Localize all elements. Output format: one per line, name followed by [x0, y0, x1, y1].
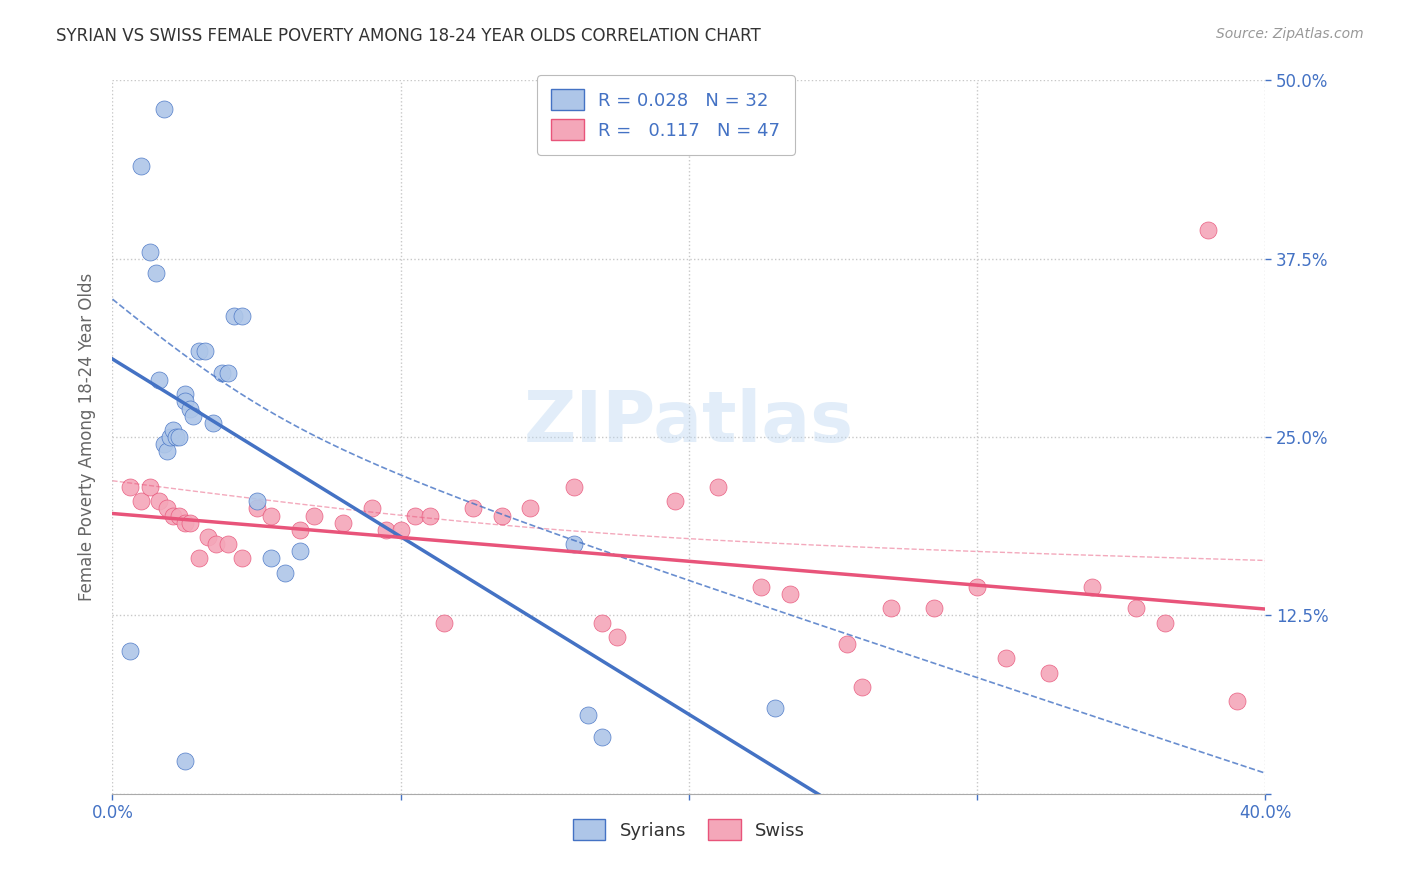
Point	[194, 344, 217, 359]
Point	[360, 501, 382, 516]
Point	[592, 615, 614, 630]
Point	[562, 480, 585, 494]
Point	[288, 544, 311, 558]
Point	[205, 537, 228, 551]
Point	[1197, 223, 1219, 237]
Point	[576, 708, 599, 723]
Point	[880, 601, 903, 615]
Point	[837, 637, 859, 651]
Point	[231, 309, 253, 323]
Point	[197, 530, 219, 544]
Point	[217, 537, 239, 551]
Point	[181, 409, 204, 423]
Point	[231, 551, 253, 566]
Point	[188, 344, 211, 359]
Point	[260, 551, 283, 566]
Point	[375, 523, 398, 537]
Point	[179, 516, 201, 530]
Point	[779, 587, 801, 601]
Point	[222, 309, 245, 323]
Point	[173, 387, 195, 401]
Point	[139, 480, 162, 494]
Point	[995, 651, 1018, 665]
Point	[173, 516, 195, 530]
Point	[1226, 694, 1249, 708]
Point	[129, 494, 153, 508]
Point	[148, 494, 170, 508]
Point	[148, 373, 170, 387]
Point	[606, 630, 628, 644]
Point	[153, 437, 176, 451]
Point	[153, 102, 176, 116]
Point	[851, 680, 873, 694]
Point	[749, 580, 772, 594]
Point	[592, 730, 614, 744]
Point	[211, 366, 233, 380]
Point	[188, 551, 211, 566]
Point	[217, 366, 239, 380]
Point	[118, 644, 141, 658]
Point	[162, 508, 184, 523]
Point	[922, 601, 945, 615]
Point	[304, 508, 326, 523]
Text: ZIPatlas: ZIPatlas	[524, 388, 853, 458]
Point	[139, 244, 162, 259]
Point	[404, 508, 426, 523]
Point	[274, 566, 297, 580]
Point	[562, 537, 585, 551]
Point	[202, 416, 225, 430]
Point	[159, 430, 181, 444]
Point	[707, 480, 730, 494]
Point	[389, 523, 412, 537]
Text: SYRIAN VS SWISS FEMALE POVERTY AMONG 18-24 YEAR OLDS CORRELATION CHART: SYRIAN VS SWISS FEMALE POVERTY AMONG 18-…	[56, 27, 761, 45]
Point	[173, 394, 195, 409]
Point	[165, 430, 187, 444]
Point	[966, 580, 988, 594]
Point	[246, 494, 269, 508]
Point	[173, 754, 195, 768]
Text: Source: ZipAtlas.com: Source: ZipAtlas.com	[1216, 27, 1364, 41]
Point	[162, 423, 184, 437]
Point	[145, 266, 167, 280]
Point	[288, 523, 311, 537]
Legend: Syrians, Swiss: Syrians, Swiss	[564, 810, 814, 849]
Point	[1125, 601, 1147, 615]
Point	[664, 494, 686, 508]
Point	[167, 508, 190, 523]
Point	[419, 508, 441, 523]
Point	[118, 480, 141, 494]
Point	[765, 701, 787, 715]
Point	[246, 501, 269, 516]
Point	[491, 508, 513, 523]
Point	[156, 501, 179, 516]
Y-axis label: Female Poverty Among 18-24 Year Olds: Female Poverty Among 18-24 Year Olds	[77, 273, 96, 601]
Point	[1153, 615, 1175, 630]
Point	[1081, 580, 1104, 594]
Point	[461, 501, 484, 516]
Point	[433, 615, 456, 630]
Point	[332, 516, 354, 530]
Point	[179, 401, 201, 416]
Point	[129, 159, 153, 173]
Point	[519, 501, 541, 516]
Point	[1038, 665, 1060, 680]
Point	[156, 444, 179, 458]
Point	[260, 508, 283, 523]
Point	[167, 430, 190, 444]
